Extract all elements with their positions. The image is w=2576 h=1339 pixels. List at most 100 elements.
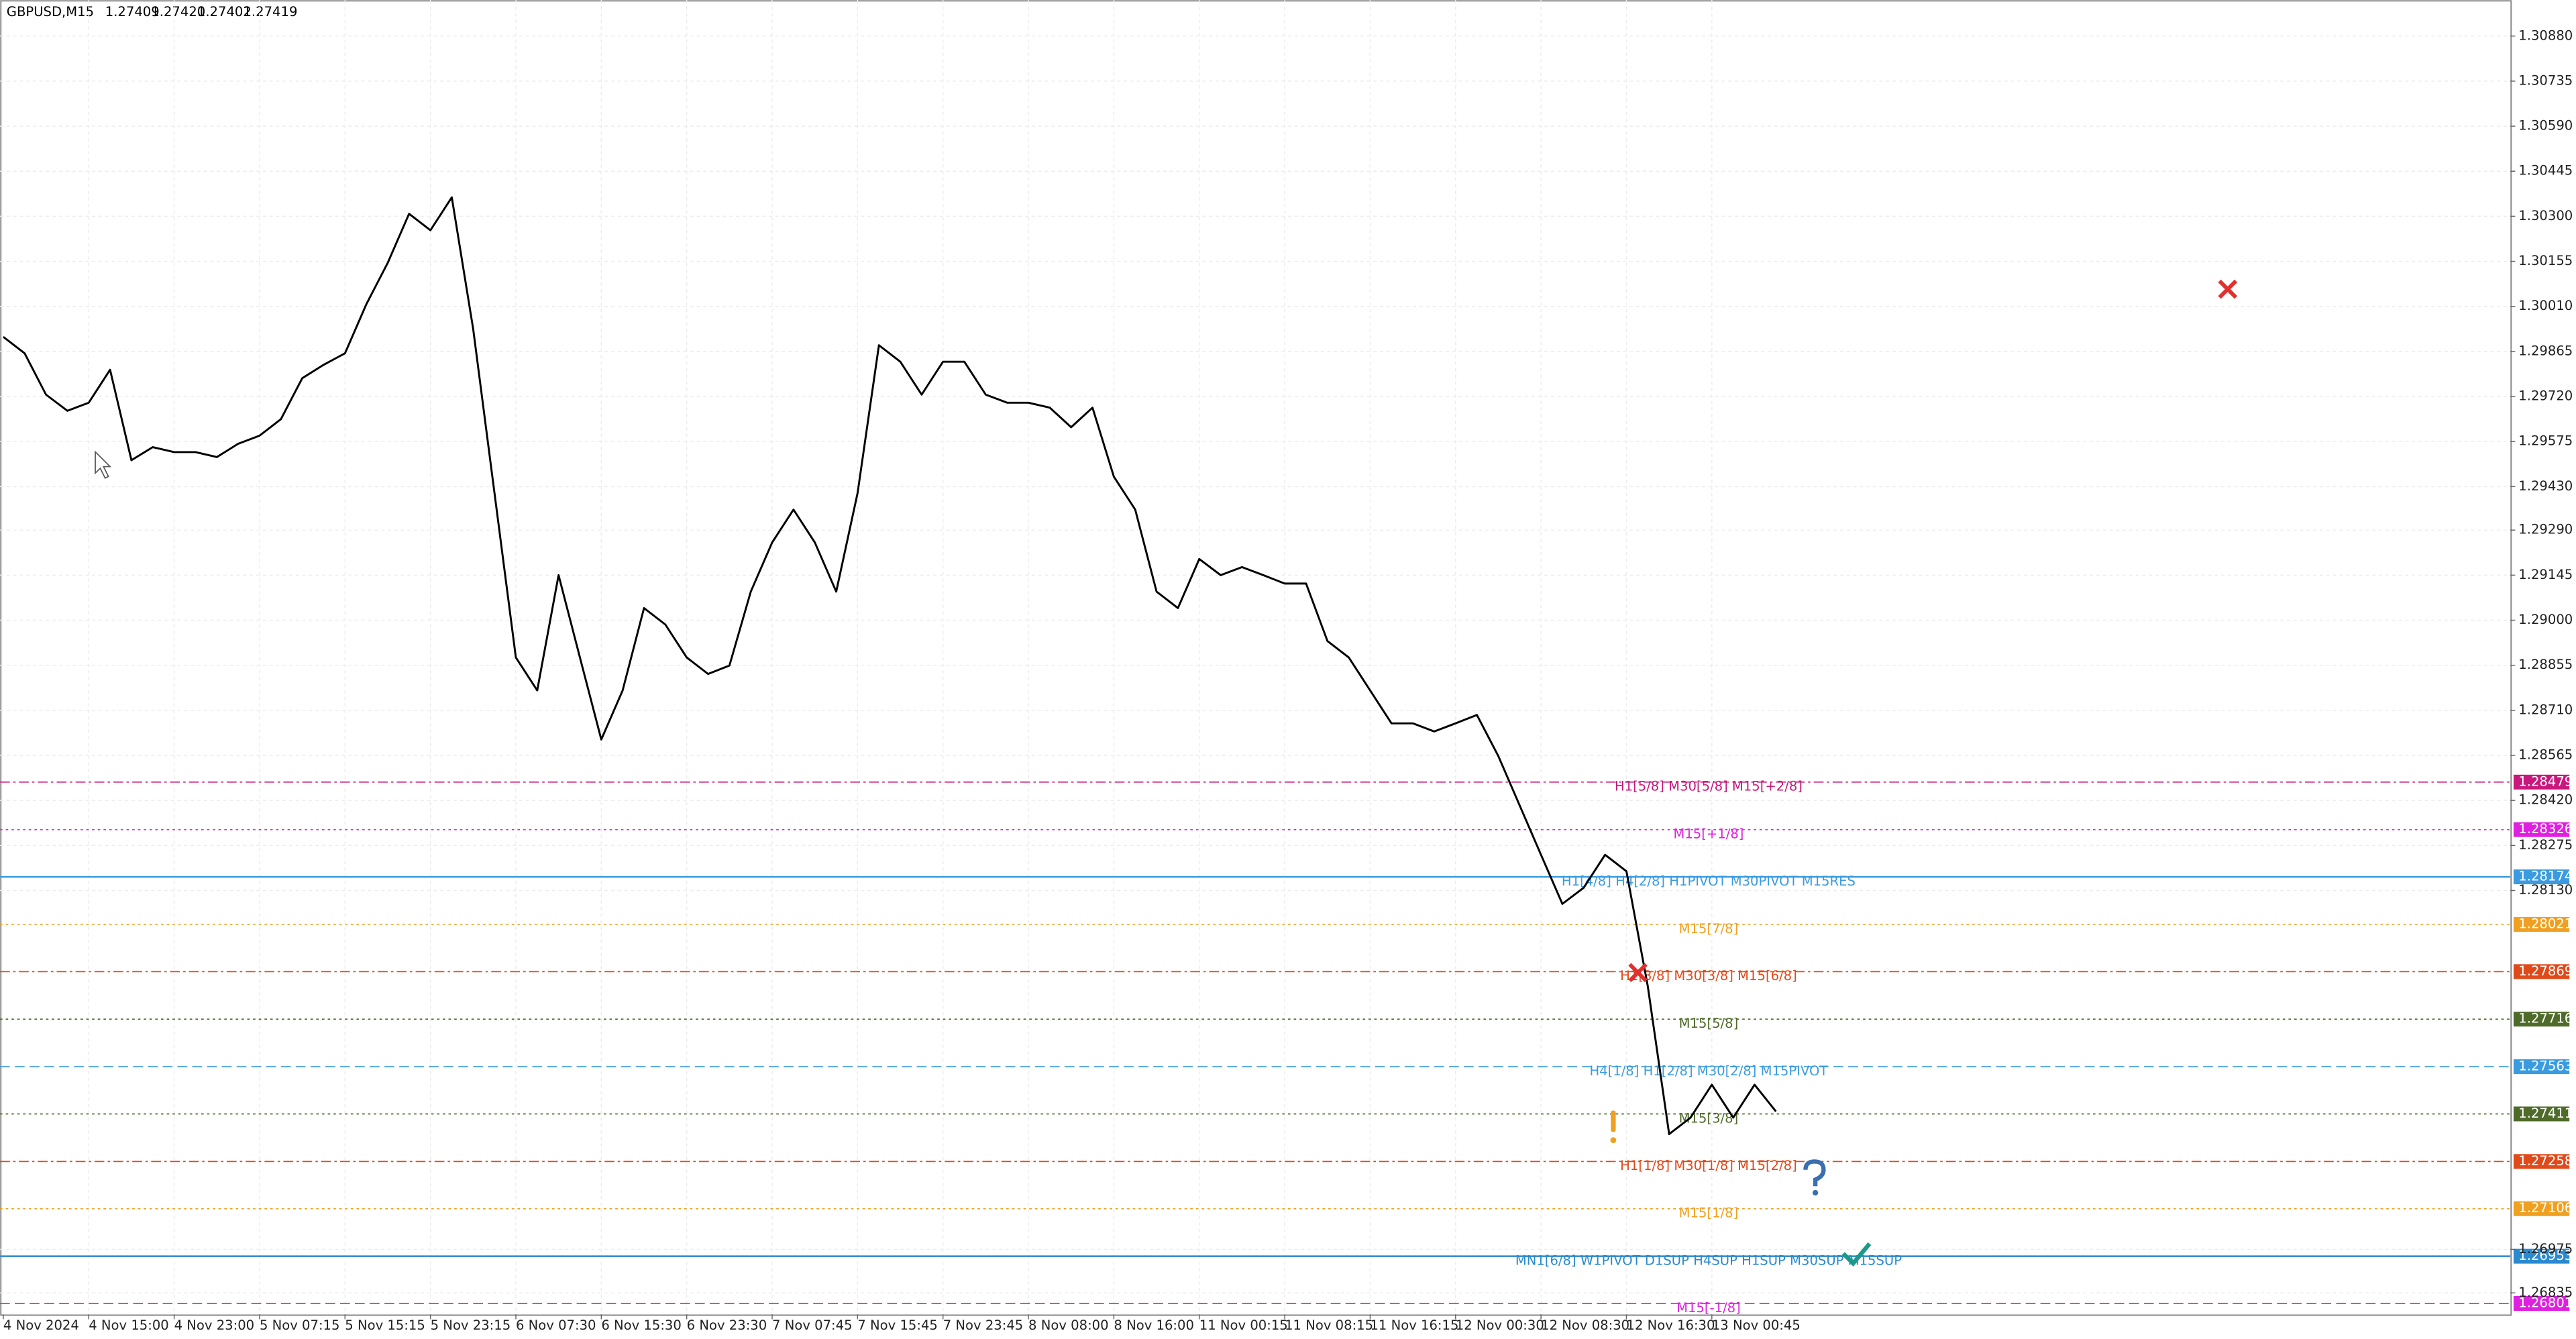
x-tick-label: 6 Nov 07:30 <box>516 1318 596 1333</box>
price-tag-label: 1.27411 <box>2518 1106 2573 1121</box>
price-tag-label: 1.28174 <box>2518 869 2573 884</box>
y-tick-label: 1.29145 <box>2518 567 2573 582</box>
x-tick-label: 12 Nov 08:30 <box>1541 1318 1629 1333</box>
price-tag <box>2513 916 2570 932</box>
y-tick-label: 1.30880 <box>2518 28 2573 43</box>
y-tick-label: 1.28420 <box>2518 792 2573 808</box>
price-tag <box>2513 774 2570 790</box>
x-tick-label: 8 Nov 16:00 <box>1114 1318 1194 1333</box>
x-tick-label: 11 Nov 00:15 <box>1199 1318 1288 1333</box>
price-tag <box>2513 1012 2570 1027</box>
sell-icon <box>1628 963 1648 983</box>
y-tick-label: 1.29000 <box>2518 612 2573 627</box>
y-tick-label: 1.28855 <box>2518 657 2573 672</box>
x-tick-label: 12 Nov 16:30 <box>1626 1318 1715 1333</box>
y-tick-label: 1.30010 <box>2518 298 2573 313</box>
signal-icons <box>95 279 2238 1267</box>
level-label: M15[1/8] <box>1679 1206 1739 1221</box>
question-icon <box>1812 1189 1819 1196</box>
x-tick-label: 5 Nov 23:15 <box>431 1318 511 1333</box>
price-tag <box>2513 822 2570 837</box>
y-tick-label: 1.29290 <box>2518 522 2573 537</box>
mouse-cursor <box>95 450 112 479</box>
level-label: M15[-1/8] <box>1676 1300 1741 1316</box>
y-tick-label: 1.28130 <box>2518 882 2573 898</box>
x-tick-label: 11 Nov 08:15 <box>1285 1318 1373 1333</box>
alert-icon <box>1610 1137 1617 1144</box>
plot-frame <box>0 0 2512 1316</box>
price-tag-label: 1.26801 <box>2518 1295 2573 1311</box>
price-tag <box>2513 1295 2570 1311</box>
y-tick-label: 1.29865 <box>2518 343 2573 358</box>
price-tag <box>2513 1106 2570 1122</box>
x-tick-label: 5 Nov 07:15 <box>260 1318 340 1333</box>
price-tag <box>2513 1059 2570 1075</box>
y-tick-label: 1.30735 <box>2518 72 2573 88</box>
y-tick-label: 1.30590 <box>2518 118 2573 133</box>
price-tag <box>2513 869 2570 885</box>
x-tick-label: 4 Nov 2024 <box>3 1318 79 1333</box>
price-tag-label: 1.27106 <box>2518 1200 2573 1216</box>
x-tick-label: 8 Nov 08:00 <box>1028 1318 1109 1333</box>
x-tick-label: 7 Nov 15:45 <box>857 1318 938 1333</box>
level-label: H4[1/8] H1[2/8] M30[2/8] M15PIVOT <box>1589 1063 1828 1079</box>
level-label: M15[5/8] <box>1679 1016 1739 1031</box>
x-tick-label: 7 Nov 07:45 <box>772 1318 853 1333</box>
price-tag-label: 1.28479 <box>2518 773 2573 789</box>
x-tick-label: 11 Nov 16:15 <box>1370 1318 1458 1333</box>
ohlc-high: 1.27420 <box>151 4 205 19</box>
x-tick-label: 4 Nov 23:00 <box>174 1318 255 1333</box>
x-tick-label: 13 Nov 00:45 <box>1712 1318 1801 1333</box>
ohlc-low: 1.27402 <box>197 4 252 19</box>
check-icon <box>1841 1242 1872 1267</box>
price-line <box>3 196 1777 1136</box>
y-tick-label: 1.30445 <box>2518 163 2573 178</box>
x-tick-label: 6 Nov 15:30 <box>601 1318 682 1333</box>
x-tick-label: 5 Nov 15:15 <box>345 1318 425 1333</box>
sell-icon <box>2218 279 2238 299</box>
levels: H1[5/8] M30[5/8] M15[+2/8] 1.28479 M15[+1/… <box>0 773 2573 1316</box>
axis: 1.30880 1.30735 1.30590 1.30445 1.30300 1.301… <box>3 28 2573 1333</box>
price-tag <box>2513 1201 2570 1216</box>
price-tag-label: 1.28021 <box>2518 916 2573 931</box>
y-tick-label: 1.26975 <box>2518 1241 2573 1256</box>
level-label: M15[7/8] <box>1679 921 1739 936</box>
price-tag-label: 1.27563 <box>2518 1059 2573 1074</box>
y-tick-label: 1.29720 <box>2518 388 2573 404</box>
symbol-title: GBPUSD,M15 <box>7 4 94 19</box>
price-tag <box>2513 1248 2570 1264</box>
x-tick-label: 7 Nov 23:45 <box>943 1318 1024 1333</box>
price-tag-label: 1.27716 <box>2518 1011 2573 1026</box>
level-label: M15[+1/8] <box>1673 826 1743 842</box>
price-tag <box>2513 1154 2570 1169</box>
level-label: H1[3/8] M30[3/8] M15[6/8] <box>1620 968 1797 983</box>
ohlc-open: 1.27409 <box>105 4 160 19</box>
x-tick-label: 6 Nov 23:30 <box>687 1318 767 1333</box>
y-tick-label: 1.28565 <box>2518 747 2573 762</box>
y-tick-label: 1.30300 <box>2518 208 2573 223</box>
level-label: H1[5/8] M30[5/8] M15[+2/8] <box>1615 779 1803 794</box>
series <box>3 196 1777 1136</box>
x-tick-label: 4 Nov 15:00 <box>89 1318 169 1333</box>
y-tick-label: 1.26835 <box>2518 1285 2573 1300</box>
question-icon <box>1803 1159 1826 1187</box>
alert-icon <box>1611 1110 1616 1132</box>
ohlc-close: 1.27419 <box>243 4 297 19</box>
level-label: H1[4/8] H4[2/8] H1PIVOT M30PIVOT M15RES <box>1562 873 1856 889</box>
y-tick-label: 1.30155 <box>2518 253 2573 268</box>
price-tag-label: 1.28326 <box>2518 821 2573 837</box>
grid <box>0 0 2511 1315</box>
y-tick-label: 1.29430 <box>2518 478 2573 494</box>
level-label: H1[1/8] M30[1/8] M15[2/8] <box>1620 1158 1797 1173</box>
y-tick-label: 1.28275 <box>2518 837 2573 853</box>
level-label: MN1[6/8] W1PIVOT D1SUP H4SUP H1SUP M30SU… <box>1515 1252 1902 1268</box>
price-tag-label: 1.26953 <box>2518 1248 2573 1263</box>
price-tag-label: 1.27258 <box>2518 1153 2573 1169</box>
price-tag-label: 1.27869 <box>2518 963 2573 979</box>
y-tick-label: 1.28710 <box>2518 702 2573 717</box>
price-tag <box>2513 964 2570 979</box>
x-tick-label: 12 Nov 00:30 <box>1456 1318 1544 1333</box>
